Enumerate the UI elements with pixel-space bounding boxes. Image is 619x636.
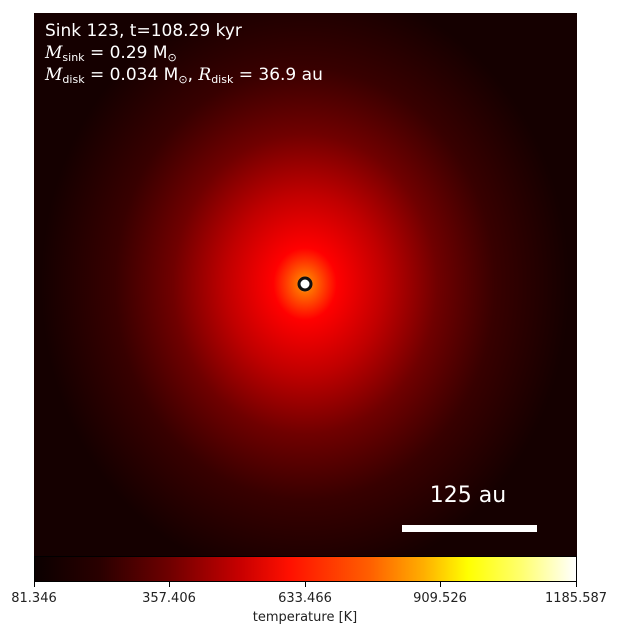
r-disk-symbol: R <box>198 65 212 85</box>
colorbar-tick <box>34 582 35 587</box>
colorbar <box>34 556 577 582</box>
sink-marker <box>297 276 313 292</box>
r-disk-value: = 36.9 au <box>233 65 323 85</box>
colorbar-tick <box>440 582 441 587</box>
m-disk-symbol: M <box>45 65 63 85</box>
m-sink-value: = 0.29 M <box>84 43 168 63</box>
colorbar-tick <box>305 582 306 587</box>
annotation-sink-mass: Msink = 0.29 M⊙ <box>45 43 177 68</box>
r-disk-separator: , <box>187 65 199 85</box>
temperature-field <box>34 13 577 556</box>
colorbar-tick-label: 633.466 <box>278 591 332 606</box>
annotation-sink-time: Sink 123, t=108.29 kyr <box>45 21 242 41</box>
colorbar-tick-label: 1185.587 <box>544 591 608 606</box>
m-sink-unit-subscript: ⊙ <box>167 51 177 64</box>
colorbar-tick-label: 81.346 <box>11 591 57 606</box>
colorbar-label: temperature [K] <box>252 610 358 625</box>
m-disk-subscript: disk <box>62 73 85 86</box>
m-sink-symbol: M <box>45 43 63 63</box>
annotation-disk: Mdisk = 0.034 M⊙, Rdisk = 36.9 au <box>45 65 323 90</box>
heatmap-plot: Sink 123, t=108.29 kyr Msink = 0.29 M⊙ M… <box>34 13 577 556</box>
colorbar-tick <box>576 582 577 587</box>
colorbar-tick-label: 909.526 <box>413 591 467 606</box>
m-sink-subscript: sink <box>62 51 85 64</box>
r-disk-subscript: disk <box>211 73 234 86</box>
scale-bar <box>402 525 537 532</box>
colorbar-tick-label: 357.406 <box>142 591 196 606</box>
colorbar-tick <box>169 582 170 587</box>
m-disk-value: = 0.034 M <box>84 65 179 85</box>
scale-bar-label: 125 au <box>429 483 507 508</box>
m-disk-unit-subscript: ⊙ <box>178 73 188 86</box>
